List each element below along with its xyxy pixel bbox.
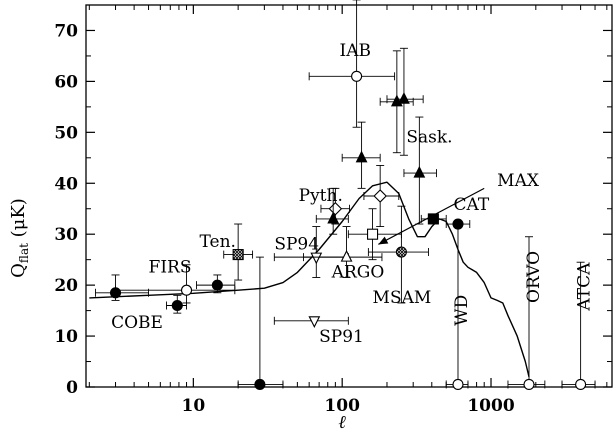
y-axis-title: Qflat (μK): [8, 198, 31, 278]
marker-open-circle: [452, 378, 464, 391]
data-point: [341, 121, 381, 189]
annotation-label: ARGO: [331, 262, 385, 282]
marker-filled-circle: [171, 299, 183, 312]
marker-open-circle: [523, 378, 535, 391]
marker-hatched-square: [232, 249, 244, 261]
max-arrow-head: [378, 236, 389, 245]
y-axis-title-unit: (μK): [8, 198, 29, 243]
model-curve-layer: [89, 181, 530, 377]
marker-filled-triangle: [398, 91, 410, 104]
marker-filled-triangle: [413, 165, 426, 178]
marker-open-down-triangle: [310, 252, 323, 265]
annotation-label: Ten.: [200, 232, 236, 252]
y-tick-label: 10: [54, 327, 78, 347]
annotation-label: MSAM: [373, 288, 432, 308]
y-tick-label: 70: [54, 21, 78, 41]
y-tick-label: 40: [54, 174, 78, 194]
plot-frame: [85, 4, 613, 388]
data-point: [561, 261, 596, 391]
max-arrow-line: [378, 187, 485, 245]
marker-open-diamond: [373, 189, 387, 203]
marker-open-down-triangle: [308, 316, 321, 329]
x-tick-label: 10: [182, 396, 206, 416]
model-curve: [89, 181, 530, 377]
marker-hatched-circle: [395, 246, 407, 258]
data-point: [308, 0, 396, 128]
marker-filled-triangle: [355, 150, 368, 163]
data-point: [273, 316, 349, 329]
data-point: [347, 208, 402, 261]
marker-open-square: [367, 228, 379, 240]
annotation-label: Sask.: [406, 128, 452, 148]
annotation-label: IAB: [340, 41, 372, 61]
data-point: [315, 187, 349, 235]
marker-filled-circle: [254, 378, 266, 391]
y-axis-title-sub: flat: [17, 243, 31, 263]
y-tick-label: 60: [54, 72, 78, 92]
data-point: [166, 294, 187, 314]
y-tick-label: 30: [54, 225, 78, 245]
data-point: [445, 226, 469, 391]
annotation-label: ORVO: [524, 251, 544, 303]
marker-open-diamond: [328, 201, 343, 216]
data-point: [363, 164, 400, 228]
data-point: [303, 226, 383, 278]
marker-open-circle: [575, 378, 587, 391]
annotation-label: SP91: [319, 327, 364, 347]
data-point: [386, 47, 424, 156]
marker-filled-square: [427, 213, 439, 225]
marker-open-triangle: [340, 249, 353, 262]
annotation-label: SP94: [274, 234, 319, 254]
data-points-layer: [95, 0, 596, 391]
annotation-label: CAT: [454, 195, 490, 215]
data-point: [237, 256, 284, 391]
data-point: [223, 223, 254, 281]
data-point: [115, 264, 236, 304]
marker-filled-triangle: [327, 211, 340, 224]
annotation-label: WD: [452, 295, 472, 326]
y-tick-label: 0: [66, 378, 78, 398]
annotations-layer: IAB Sask. MAX CAT Pyth. Ten. SP94 FIRS ARGO MSAM C…: [111, 41, 595, 347]
marker-open-circle: [351, 70, 363, 82]
axes: 0 10 20 30 40 50 60 70 10 100 1000: [54, 4, 613, 416]
data-point: [507, 236, 546, 391]
x-tick-label: 100: [324, 396, 360, 416]
annotation-label: Pyth.: [299, 186, 343, 206]
y-tick-label: 20: [54, 276, 78, 296]
annotation-label: ATCA: [575, 262, 595, 312]
annotation-label: MAX: [497, 171, 540, 191]
data-point: [367, 205, 429, 304]
data-point: [196, 274, 236, 294]
x-tick-label: 1000: [467, 396, 514, 416]
annotation-label: COBE: [111, 313, 163, 333]
annotation-label: FIRS: [149, 257, 192, 277]
y-axis-title-main: Q: [8, 263, 29, 278]
marker-filled-circle: [211, 279, 223, 291]
marker-open-circle: [180, 284, 193, 296]
y-tick-label: 50: [54, 123, 78, 143]
x-axis-title: ℓ: [338, 412, 346, 433]
